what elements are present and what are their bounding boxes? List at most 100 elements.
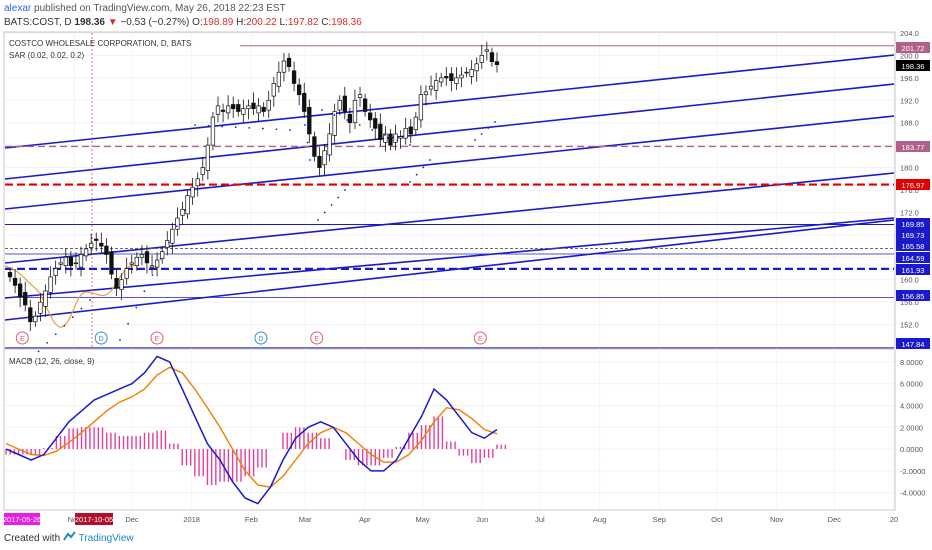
candle[interactable]	[352, 99, 358, 124]
candle[interactable]	[246, 105, 251, 110]
candle[interactable]	[373, 118, 378, 129]
trend-channel-line[interactable]	[4, 115, 895, 210]
candle[interactable]	[276, 71, 282, 87]
candle[interactable]	[17, 283, 23, 297]
candle[interactable]	[474, 63, 479, 72]
candle[interactable]	[398, 136, 403, 139]
candle[interactable]	[215, 105, 221, 115]
candle[interactable]	[444, 76, 449, 79]
candle[interactable]	[479, 55, 484, 63]
candle[interactable]	[413, 116, 418, 131]
candle[interactable]	[423, 91, 429, 96]
trend-channel-line[interactable]	[4, 83, 895, 180]
candle[interactable]	[195, 178, 200, 187]
candle[interactable]	[281, 60, 287, 73]
candle[interactable]	[322, 150, 327, 166]
candle[interactable]	[307, 106, 312, 135]
candle[interactable]	[357, 94, 363, 98]
candle[interactable]	[489, 52, 495, 63]
candle[interactable]	[78, 254, 84, 268]
candle[interactable]	[317, 156, 322, 168]
event-marker-icon[interactable]	[15, 331, 29, 345]
candle[interactable]	[190, 186, 195, 198]
candle[interactable]	[464, 71, 469, 74]
candle[interactable]	[236, 104, 241, 112]
candle[interactable]	[28, 307, 33, 323]
candle[interactable]	[154, 259, 160, 268]
candle[interactable]	[134, 256, 139, 267]
candle[interactable]	[210, 116, 216, 146]
candle[interactable]	[225, 105, 231, 114]
candle[interactable]	[286, 57, 292, 67]
candle[interactable]	[459, 74, 464, 79]
candle[interactable]	[185, 195, 190, 215]
tradingview-logo[interactable]: TradingView	[62, 531, 134, 544]
candle[interactable]	[63, 256, 68, 267]
candle[interactable]	[261, 106, 266, 112]
candle[interactable]	[144, 251, 150, 264]
candle[interactable]	[271, 83, 276, 97]
event-marker-icon[interactable]	[473, 331, 487, 345]
candle[interactable]	[109, 251, 114, 275]
candle[interactable]	[454, 77, 459, 84]
candle[interactable]	[291, 70, 297, 84]
candle[interactable]	[139, 254, 145, 258]
candle[interactable]	[73, 262, 79, 265]
candle[interactable]	[362, 98, 368, 112]
candle[interactable]	[332, 111, 337, 136]
candle[interactable]	[449, 73, 454, 82]
candle[interactable]	[114, 277, 119, 289]
candle[interactable]	[7, 272, 13, 278]
candle[interactable]	[494, 61, 500, 65]
candle[interactable]	[393, 133, 398, 143]
candle[interactable]	[337, 99, 342, 111]
candle[interactable]	[129, 262, 134, 265]
candle[interactable]	[165, 240, 170, 248]
candle[interactable]	[200, 167, 205, 175]
event-marker-icon[interactable]	[254, 331, 268, 345]
candle[interactable]	[220, 109, 226, 112]
trend-channel-line[interactable]	[4, 217, 895, 299]
candle[interactable]	[327, 133, 332, 156]
candle[interactable]	[469, 69, 474, 77]
candle[interactable]	[43, 290, 48, 307]
candle[interactable]	[89, 242, 94, 248]
macd-pane[interactable]	[3, 348, 896, 511]
candle[interactable]	[149, 265, 155, 268]
candle[interactable]	[48, 276, 53, 293]
candle[interactable]	[408, 126, 413, 135]
event-marker-icon[interactable]	[150, 331, 164, 345]
candle[interactable]	[160, 251, 165, 260]
candle[interactable]	[205, 144, 210, 171]
candle[interactable]	[251, 102, 256, 110]
candle[interactable]	[383, 133, 388, 143]
candle[interactable]	[12, 277, 18, 286]
candle[interactable]	[312, 136, 317, 157]
candle[interactable]	[23, 291, 28, 306]
candle[interactable]	[180, 209, 185, 216]
candle[interactable]	[418, 94, 424, 121]
trend-channel-line[interactable]	[4, 54, 895, 149]
candle[interactable]	[433, 80, 439, 91]
event-marker-icon[interactable]	[310, 331, 324, 345]
candle[interactable]	[368, 112, 373, 121]
candle[interactable]	[119, 279, 124, 290]
candle[interactable]	[94, 238, 99, 241]
candle[interactable]	[256, 105, 261, 114]
candle[interactable]	[241, 108, 246, 115]
candle[interactable]	[388, 133, 393, 146]
candle[interactable]	[38, 301, 43, 314]
candle[interactable]	[104, 245, 109, 255]
candle[interactable]	[33, 315, 38, 323]
candle[interactable]	[175, 217, 180, 230]
trend-channel-line[interactable]	[4, 172, 895, 264]
candle[interactable]	[99, 242, 104, 247]
candle[interactable]	[347, 113, 353, 124]
candle[interactable]	[378, 123, 383, 140]
candle[interactable]	[231, 104, 236, 110]
candle[interactable]	[170, 228, 175, 244]
candle[interactable]	[403, 127, 408, 139]
candle[interactable]	[58, 262, 63, 265]
candle[interactable]	[68, 256, 74, 267]
